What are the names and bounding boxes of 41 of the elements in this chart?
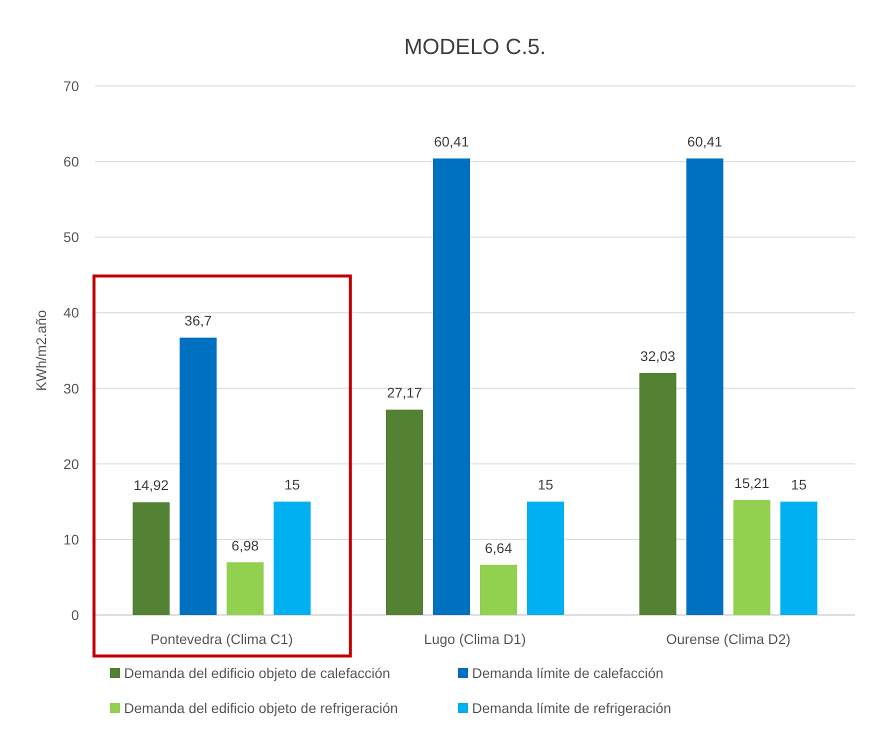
bar: [226, 562, 264, 615]
y-tick-label: 20: [63, 456, 80, 472]
data-label: 60,41: [434, 133, 470, 150]
data-label: 15: [284, 476, 300, 493]
chart-title: MODELO C.5.: [404, 34, 546, 59]
bar: [480, 564, 517, 615]
data-label: 15: [538, 476, 554, 493]
x-tick-label: Pontevedra (Clima C1): [150, 631, 293, 647]
y-tick-label: 70: [63, 78, 80, 94]
legend-label: Demanda del edificio objeto de calefacción: [124, 665, 390, 681]
bar: [686, 158, 724, 615]
y-tick-label: 30: [63, 380, 80, 396]
data-label: 27,17: [386, 384, 422, 401]
data-label: 6,64: [484, 540, 512, 556]
data-label: 36,7: [184, 312, 212, 329]
legend-label: Demanda límite de refrigeración: [472, 700, 672, 716]
bar: [180, 338, 217, 615]
bar: [733, 500, 770, 615]
data-label: 32,03: [640, 348, 676, 364]
bar: [386, 410, 423, 615]
x-tick-label: Lugo (Clima D1): [424, 631, 526, 647]
y-tick-label: 60: [63, 154, 80, 170]
data-label: 6,98: [232, 537, 260, 554]
bar: [780, 502, 818, 615]
bar: [132, 502, 170, 615]
x-tick-label: Ourense (Clima D2): [666, 631, 791, 647]
legend-label: Demanda del edificio objeto de refrigeración: [124, 700, 398, 716]
data-label: 14,92: [134, 477, 169, 494]
bar: [274, 502, 311, 615]
bar: [433, 158, 470, 615]
data-label: 15,21: [734, 475, 770, 492]
legend-label: Demanda límite de calefacción: [472, 665, 664, 681]
bar: [527, 502, 564, 615]
y-tick-label: 0: [71, 607, 80, 623]
data-label: 60,41: [687, 133, 723, 150]
y-axis-title: KWh/m2.año: [33, 310, 49, 391]
bar: [639, 372, 676, 615]
y-tick-label: 50: [63, 229, 80, 246]
y-tick-label: 10: [63, 531, 80, 548]
data-label: 15: [791, 476, 807, 493]
y-tick-label: 40: [63, 304, 80, 321]
